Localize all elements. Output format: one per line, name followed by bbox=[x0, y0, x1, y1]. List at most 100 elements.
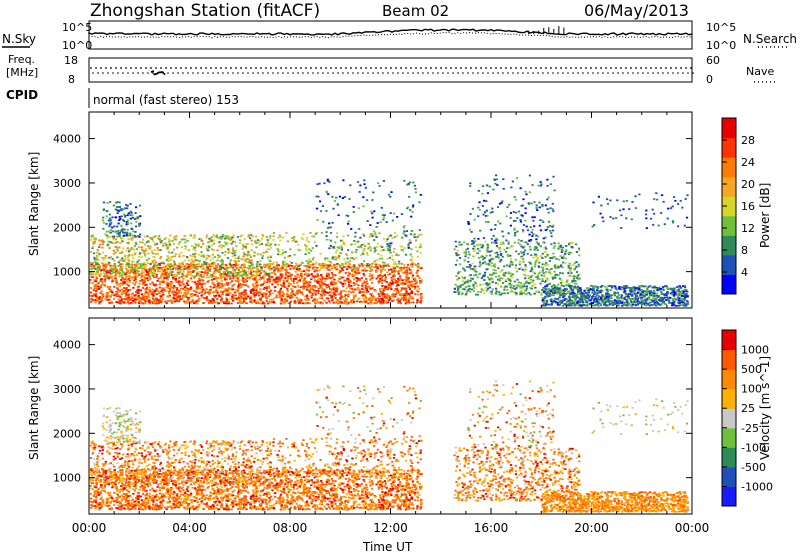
echo-cell bbox=[248, 234, 251, 237]
echo-cell bbox=[412, 234, 415, 236]
echo-cell bbox=[488, 278, 491, 280]
echo-cell bbox=[542, 272, 545, 274]
echo-cell bbox=[128, 249, 131, 252]
echo-cell bbox=[357, 269, 360, 272]
echo-cell bbox=[373, 247, 376, 250]
echo-cell bbox=[353, 301, 356, 303]
echo-cell bbox=[389, 272, 392, 275]
echo-cell bbox=[286, 287, 289, 290]
echo-cell bbox=[166, 245, 169, 247]
echo-cell bbox=[559, 282, 562, 284]
echo-cell bbox=[372, 302, 375, 304]
echo-cell bbox=[279, 273, 282, 276]
echo-cell bbox=[567, 272, 570, 274]
echo-cell bbox=[250, 295, 253, 298]
echo-cell bbox=[247, 250, 250, 253]
nave-dot bbox=[95, 67, 97, 69]
echo-cell bbox=[195, 274, 198, 277]
noise-tick-right-bottom: 10^0 bbox=[706, 39, 736, 52]
echo-cell bbox=[115, 269, 118, 272]
echo-cell bbox=[178, 265, 181, 267]
echo-cell bbox=[552, 247, 556, 249]
echo-cell bbox=[183, 300, 186, 303]
echo-cell bbox=[341, 264, 344, 267]
echo-cell bbox=[394, 295, 397, 298]
echo-cell bbox=[410, 248, 413, 251]
echo-cell bbox=[97, 259, 100, 262]
echo-cell bbox=[472, 255, 475, 258]
echo-cell bbox=[231, 273, 234, 276]
echo-cell bbox=[366, 254, 369, 256]
echo-cell bbox=[152, 299, 155, 301]
echo-cell bbox=[320, 297, 323, 300]
echo-cell bbox=[187, 290, 190, 292]
echo-cell bbox=[386, 295, 389, 297]
echo-cell bbox=[114, 241, 117, 244]
echo-cell bbox=[410, 215, 413, 218]
echo-cell bbox=[373, 297, 376, 299]
echo-cell bbox=[111, 226, 114, 229]
echo-cell bbox=[379, 278, 382, 280]
echo-cell bbox=[276, 276, 279, 279]
echo-cell bbox=[268, 237, 271, 239]
nave-dot bbox=[365, 67, 367, 69]
echo-cell bbox=[397, 284, 400, 287]
echo-cell bbox=[457, 272, 460, 275]
echo-cell bbox=[109, 219, 112, 222]
echo-cell bbox=[277, 250, 280, 253]
echo-cell bbox=[290, 280, 293, 282]
echo-cell bbox=[250, 274, 253, 277]
echo-cell bbox=[378, 232, 381, 235]
echo-cell bbox=[523, 285, 526, 288]
echo-cell bbox=[249, 256, 252, 258]
echo-cell bbox=[150, 262, 154, 264]
echo-cell bbox=[483, 279, 486, 281]
freq-dot bbox=[662, 72, 664, 74]
echo-cell bbox=[139, 289, 142, 292]
echo-cell bbox=[353, 265, 356, 268]
echo-cell bbox=[120, 224, 123, 227]
echo-cell bbox=[242, 291, 245, 294]
echo-cell bbox=[154, 243, 157, 246]
echo-cell bbox=[384, 285, 387, 288]
echo-cell bbox=[534, 255, 537, 258]
echo-cell bbox=[313, 286, 317, 289]
echo-cell bbox=[460, 293, 463, 296]
echo-cell bbox=[209, 274, 213, 276]
echo-cell bbox=[411, 285, 414, 288]
echo-cell bbox=[339, 275, 342, 278]
echo-cell bbox=[278, 269, 281, 272]
freq-dot bbox=[397, 72, 399, 74]
echo-cell bbox=[180, 292, 183, 294]
echo-cell bbox=[105, 296, 108, 298]
echo-cell bbox=[145, 288, 148, 290]
echo-cell bbox=[343, 289, 346, 292]
echo-cell bbox=[514, 288, 517, 290]
echo-cell bbox=[569, 267, 572, 270]
echo-cell bbox=[312, 268, 315, 270]
freq-dot bbox=[372, 72, 374, 74]
echo-cell bbox=[500, 260, 503, 263]
echo-cell bbox=[216, 291, 219, 294]
echo-cell bbox=[303, 295, 306, 298]
echo-cell bbox=[411, 256, 414, 258]
echo-cell bbox=[377, 300, 380, 303]
freq-dot bbox=[387, 72, 389, 74]
echo-cell bbox=[106, 269, 109, 272]
echo-cell bbox=[273, 272, 277, 275]
echo-cell bbox=[386, 271, 389, 274]
echo-cell bbox=[462, 267, 465, 270]
echo-cell bbox=[274, 280, 277, 282]
echo-cell bbox=[330, 272, 333, 274]
echo-cell bbox=[315, 245, 318, 247]
echo-cell bbox=[214, 270, 217, 273]
freq-dot bbox=[452, 72, 454, 74]
echo-cell bbox=[200, 246, 203, 248]
echo-cell bbox=[564, 250, 567, 253]
echo-cell bbox=[140, 277, 143, 279]
echo-cell bbox=[192, 253, 195, 256]
echo-cell bbox=[469, 268, 472, 270]
echo-cell bbox=[357, 263, 361, 266]
nave-dot bbox=[245, 67, 247, 69]
echo-cell bbox=[365, 297, 368, 300]
